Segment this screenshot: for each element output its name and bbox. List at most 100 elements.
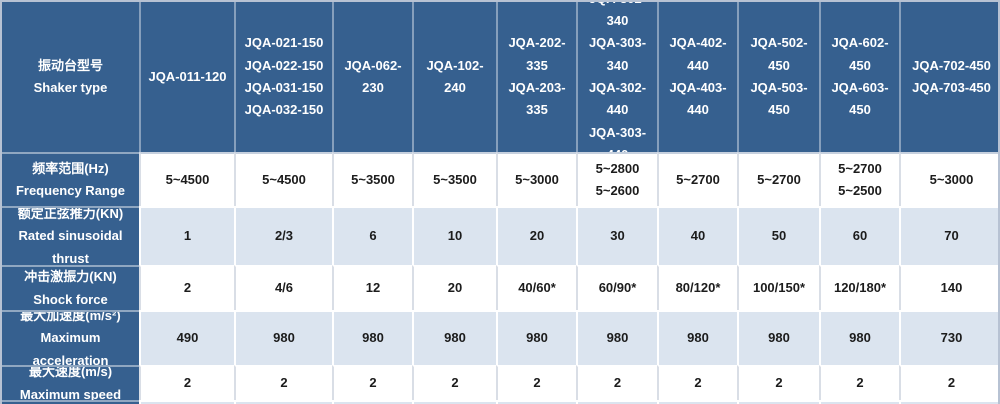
value-cell: 10 [412, 206, 496, 265]
value-cell: 980 [657, 310, 737, 365]
value-line: 60/90* [598, 280, 637, 296]
row-label-en: Maximum acceleration [32, 330, 109, 365]
value-line: 70 [944, 228, 959, 244]
value-cell: 2 [412, 365, 496, 400]
model-name: JQA-602-450 [831, 35, 889, 73]
value-cell: 5~2700 5~2500 [819, 152, 899, 206]
value-line: 4/6 [274, 280, 294, 296]
row-label-zh: 额定正弦推力(KN) [17, 206, 124, 221]
value-line: 5~2700 [838, 160, 882, 176]
partial-value-cell [819, 400, 899, 404]
row-label-cell: 频率范围(Hz) Frequency Range [2, 152, 139, 206]
value-line: 5~2500 [838, 183, 882, 198]
row-label-zh: 频率范围(Hz) [32, 160, 109, 176]
value-cell: 60/90* [576, 265, 657, 310]
column-header-cell: JQA-102-240 [412, 2, 496, 152]
partial-value-cell [139, 400, 234, 404]
model-name: JQA-303-440 [588, 124, 647, 152]
value-line: 20 [529, 228, 545, 244]
value-cell: 5~2700 [737, 152, 819, 206]
partial-row-label-cell [2, 400, 139, 404]
value-line: 120/180* [833, 280, 887, 296]
value-line: 5~2700 [676, 171, 720, 187]
model-name: JQA-021-150 [244, 35, 324, 51]
value-cell: 5~2700 [657, 152, 737, 206]
model-name: JQA-702-450 [912, 57, 991, 73]
value-cell: 5~4500 [139, 152, 234, 206]
table-title-en: Shaker type [33, 80, 108, 95]
value-cell: 5~4500 [234, 152, 332, 206]
partial-value-cell [412, 400, 496, 404]
row-label-en: Rated sinusoidal thrust [18, 228, 123, 265]
value-cell: 60 [819, 206, 899, 265]
value-line: 2 [533, 375, 541, 391]
value-cell: 5~3000 [496, 152, 576, 206]
value-line: 5~3500 [351, 171, 395, 187]
value-cell: 5~2800 5~2600 [576, 152, 657, 206]
column-header-cell: JQA-062-230 [332, 2, 412, 152]
value-line: 60 [852, 228, 868, 244]
model-name: JQA-062-230 [344, 57, 402, 95]
row-label-cell: 最大速度(m/s) Maximum speed [2, 365, 139, 400]
value-cell: 50 [737, 206, 819, 265]
model-name: JQA-603-450 [831, 80, 889, 118]
model-name: JQA-011-120 [148, 68, 227, 84]
row-label-en: Shock force [33, 291, 108, 307]
value-line: 980 [687, 330, 709, 346]
table-title-zh: 振动台型号 [37, 57, 103, 73]
value-line: 140 [940, 280, 963, 296]
value-cell: 980 [234, 310, 332, 365]
model-name: JQA-202-335 [508, 35, 566, 73]
value-cell: 2 [332, 365, 412, 400]
column-header-cell: JQA-702-450 JQA-703-450 [899, 2, 998, 152]
value-line: 5~3000 [515, 171, 559, 187]
value-line: 980 [362, 330, 384, 346]
value-line: 980 [606, 330, 629, 346]
row-label-zh: 最大速度(m/s) [28, 365, 113, 380]
value-cell: 2/3 [234, 206, 332, 265]
value-line: 6 [369, 228, 377, 244]
model-name: JQA-703-450 [912, 80, 991, 95]
value-line: 980 [526, 330, 548, 346]
value-cell: 70 [899, 206, 998, 265]
value-line: 5~3500 [433, 171, 477, 187]
row-label-en: Maximum speed [19, 386, 122, 401]
value-cell: 2 [576, 365, 657, 400]
value-cell: 980 [737, 310, 819, 365]
column-header-cell: JQA-502-450 JQA-503-450 [737, 2, 819, 152]
value-line: 980 [768, 330, 790, 346]
value-cell: 6 [332, 206, 412, 265]
value-cell: 100/150* [737, 265, 819, 310]
value-line: 980 [849, 330, 871, 346]
value-line: 2 [369, 375, 377, 391]
value-line: 980 [444, 330, 466, 346]
partial-value-cell [234, 400, 332, 404]
value-line: 12 [365, 280, 381, 296]
row-label-cell: 额定正弦推力(KN) Rated sinusoidal thrust [2, 206, 139, 265]
value-cell: 120/180* [819, 265, 899, 310]
value-line: 10 [447, 228, 463, 244]
value-line: 1 [183, 228, 192, 244]
value-line: 2 [280, 375, 288, 391]
value-cell: 2 [234, 365, 332, 400]
model-name: JQA-203-335 [508, 80, 566, 118]
value-line: 5~2800 [595, 160, 640, 176]
partial-value-cell [576, 400, 657, 404]
value-cell: 2 [899, 365, 998, 400]
partial-value-cell [899, 400, 998, 404]
value-line: 20 [447, 280, 463, 296]
partial-value-cell [496, 400, 576, 404]
model-name: JQA-403-440 [669, 80, 727, 118]
value-line: 5~3000 [929, 171, 974, 187]
model-name: JQA-031-150 [244, 80, 324, 95]
value-line: 5~2700 [757, 171, 801, 187]
model-name: JQA-102-240 [426, 57, 484, 95]
value-line: 50 [771, 228, 787, 244]
value-cell: 980 [496, 310, 576, 365]
value-cell: 20 [496, 206, 576, 265]
column-header-cell: JQA-402-440 JQA-403-440 [657, 2, 737, 152]
value-cell: 2 [657, 365, 737, 400]
value-cell: 2 [819, 365, 899, 400]
value-line: 40/60* [518, 280, 556, 296]
value-line: 5~2600 [595, 183, 640, 198]
